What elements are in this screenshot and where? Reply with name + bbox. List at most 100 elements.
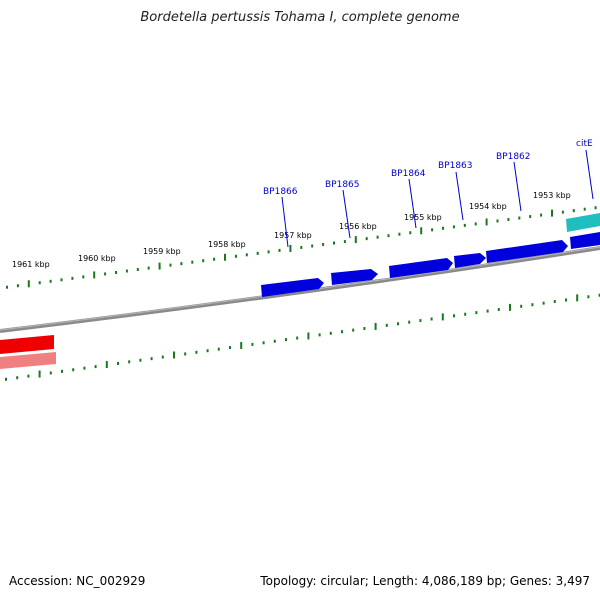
minor-tick [561, 210, 564, 214]
minor-tick [333, 241, 335, 245]
minor-tick [245, 253, 248, 257]
minor-tick [464, 312, 467, 316]
major-tick [27, 280, 30, 288]
major-tick [289, 244, 292, 252]
major-tick [240, 341, 243, 349]
minor-tick [49, 371, 52, 375]
minor-tick [206, 349, 209, 353]
gene-label-bp1862[interactable]: BP1862 [496, 152, 531, 162]
minor-tick [16, 284, 19, 288]
minor-tick [6, 285, 8, 289]
minor-tick [497, 307, 500, 311]
major-tick [576, 294, 579, 302]
major-tick [38, 370, 41, 378]
minor-tick [234, 254, 237, 258]
minor-tick [49, 279, 52, 283]
gene-label-cite[interactable]: citE [576, 139, 593, 149]
scale-label: 1959 kbp [143, 247, 181, 256]
minor-tick [572, 209, 575, 213]
minor-tick [531, 303, 534, 307]
minor-tick [387, 234, 390, 238]
gene-labels: BP1866 BP1865 BP1864 BP1863 BP1862 citE [263, 139, 594, 248]
minor-tick [341, 330, 343, 334]
minor-tick [217, 347, 220, 351]
scale-label: 1958 kbp [208, 240, 246, 249]
genome-stats-text: Topology: circular; Length: 4,086,189 bp… [260, 574, 590, 588]
gene-arrow-bp1863[interactable] [454, 253, 486, 268]
gene-label-bp1865[interactable]: BP1865 [325, 180, 360, 190]
minor-tick [529, 215, 532, 219]
minor-tick [540, 213, 543, 217]
minor-tick [431, 228, 434, 232]
minor-tick [553, 300, 556, 304]
minor-tick [213, 257, 216, 261]
minor-tick [430, 317, 433, 321]
major-tick [354, 236, 357, 244]
gene-red-block[interactable] [0, 335, 54, 354]
minor-tick [542, 301, 545, 305]
minor-tick [496, 219, 499, 223]
major-tick [173, 351, 175, 359]
minor-tick [365, 237, 368, 241]
major-tick [307, 332, 310, 340]
callout-line-bp1864 [408, 178, 417, 229]
gene-arrow-next[interactable] [570, 232, 600, 249]
minor-tick [195, 350, 198, 354]
lower-scale-ticks [5, 293, 600, 381]
callout-line-bp1865 [342, 189, 351, 239]
gene-label-bp1866[interactable]: BP1866 [263, 187, 298, 197]
minor-tick [125, 269, 128, 273]
minor-tick [71, 276, 74, 280]
gene-arrow-bp1864[interactable] [389, 258, 453, 278]
minor-tick [191, 260, 194, 264]
minor-tick [311, 244, 314, 248]
minor-tick [598, 293, 600, 297]
minor-tick [408, 320, 411, 324]
major-tick [158, 262, 161, 270]
genome-title: Bordetella pertussis Tohama I, complete … [140, 10, 460, 25]
minor-tick [518, 216, 521, 220]
callout-line-bp1862 [513, 161, 522, 212]
scale-label: 1954 kbp [469, 202, 507, 211]
minor-tick [38, 281, 41, 285]
minor-tick [409, 231, 412, 235]
minor-tick [352, 328, 355, 332]
gene-label-bp1864[interactable]: BP1864 [391, 169, 426, 179]
minor-tick [72, 368, 75, 372]
minor-tick [117, 361, 119, 365]
minor-tick [83, 366, 86, 370]
gene-arrow-bp1865[interactable] [331, 269, 378, 285]
minor-tick [184, 352, 187, 356]
major-tick [93, 271, 96, 279]
minor-tick [475, 311, 478, 315]
minor-tick [398, 232, 401, 236]
minor-tick [161, 355, 164, 359]
gene-label-bp1863[interactable]: BP1863 [438, 161, 473, 171]
minor-tick [139, 358, 142, 362]
minor-tick [318, 333, 321, 337]
minor-tick [104, 272, 107, 276]
gene-arrow-cite[interactable] [566, 213, 600, 232]
minor-tick [169, 263, 172, 267]
minor-tick [442, 226, 444, 230]
gene-arrow-bp1862[interactable] [486, 240, 568, 263]
callout-line-bp1866 [281, 196, 289, 248]
major-tick [420, 227, 423, 235]
minor-tick [300, 245, 303, 249]
minor-tick [507, 218, 510, 222]
major-tick [551, 209, 553, 217]
minor-tick [27, 374, 30, 378]
minor-tick [385, 323, 388, 327]
minor-tick [60, 278, 63, 282]
minor-tick [453, 314, 455, 318]
major-tick [441, 313, 444, 321]
gene-arrow-bp1866[interactable] [261, 278, 324, 297]
major-tick [374, 322, 377, 330]
gene-pink-block[interactable] [0, 352, 56, 369]
scale-label: 1956 kbp [339, 222, 377, 231]
upper-scale-ticks [6, 206, 597, 289]
minor-tick [322, 243, 325, 247]
scale-label: 1961 kbp [12, 260, 50, 269]
major-tick [224, 253, 226, 261]
minor-tick [61, 369, 63, 373]
